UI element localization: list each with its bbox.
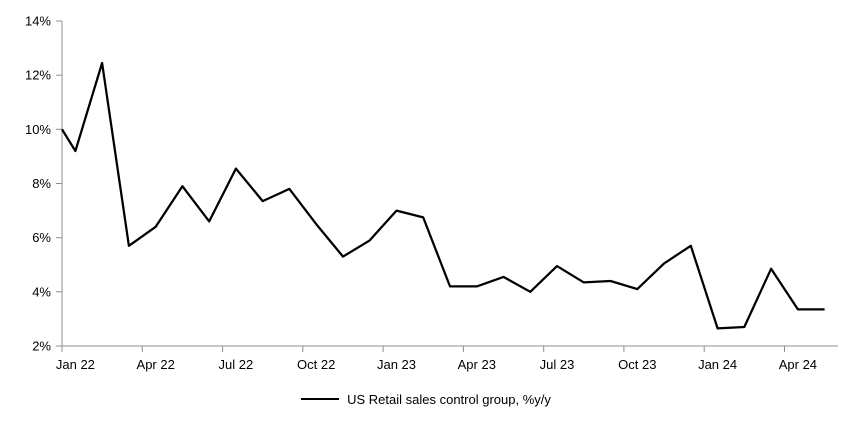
- x-tick-label: Apr 22: [137, 357, 175, 372]
- legend-label: US Retail sales control group, %y/y: [347, 391, 551, 407]
- y-tick-label: 6%: [32, 230, 51, 245]
- x-tick-label: Jan 22: [56, 357, 95, 372]
- x-tick-label: Jan 24: [698, 357, 737, 372]
- x-tick-label: Apr 23: [458, 357, 496, 372]
- y-tick-label: 8%: [32, 176, 51, 191]
- x-tick-label: Apr 24: [779, 357, 817, 372]
- y-tick-label: 14%: [25, 14, 51, 29]
- legend: US Retail sales control group, %y/y: [0, 390, 852, 408]
- y-tick-label: 10%: [25, 122, 51, 137]
- x-tick-label: Oct 23: [618, 357, 656, 372]
- y-tick-label: 12%: [25, 68, 51, 83]
- x-tick-label: Jan 23: [377, 357, 416, 372]
- legend-line-icon: [301, 398, 340, 400]
- data-line-us-retail-sales-control-group: [61, 61, 825, 330]
- y-tick-label: 4%: [32, 284, 51, 299]
- x-tick-label: Jul 22: [219, 357, 254, 372]
- y-tick-label: 2%: [32, 339, 51, 354]
- x-tick-label: Jul 23: [540, 357, 575, 372]
- x-tick-label: Oct 22: [297, 357, 335, 372]
